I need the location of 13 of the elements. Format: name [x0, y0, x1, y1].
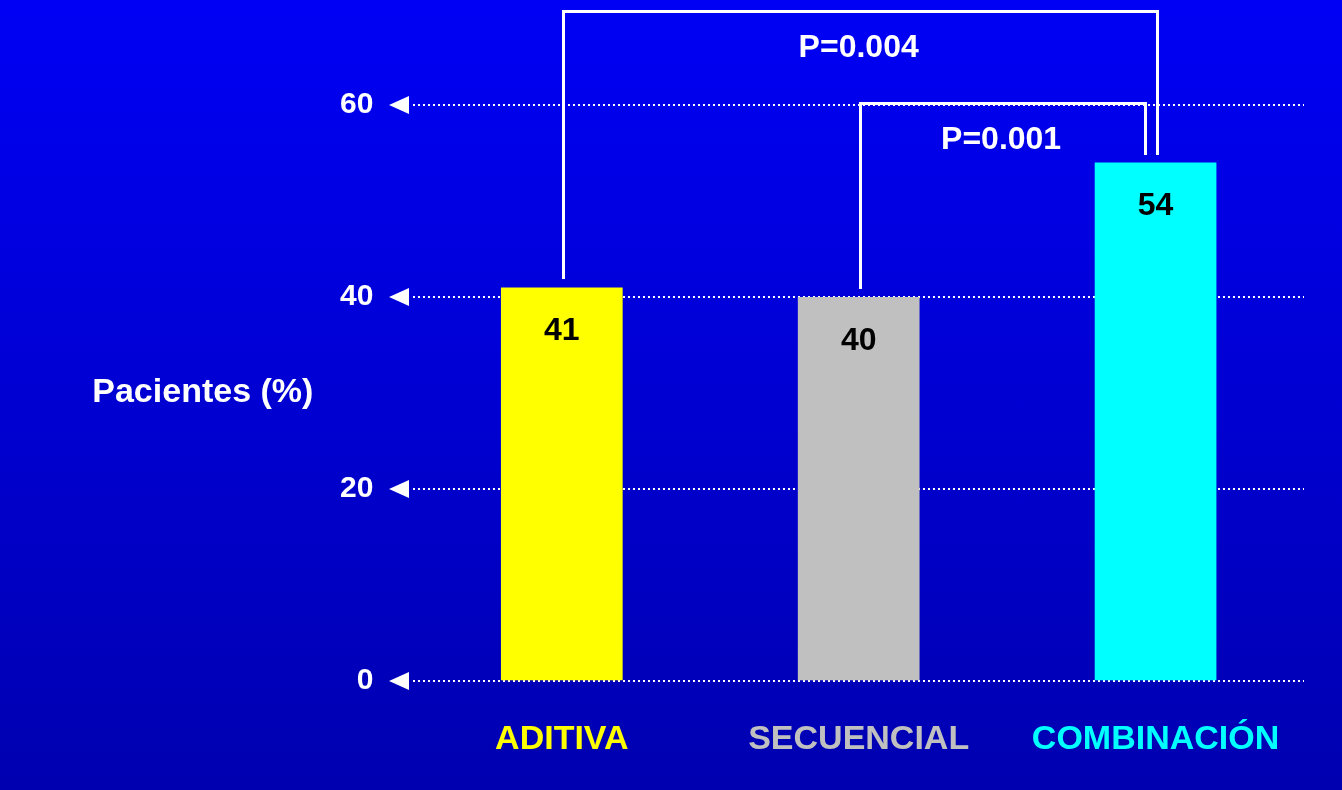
data-label: 54 — [1137, 186, 1174, 223]
y-axis-title: Pacientes (%) — [92, 371, 314, 410]
y-tick-label: 0 — [356, 662, 374, 696]
x-tick-label: COMBINACIÓN — [1031, 717, 1280, 756]
y-tick-label: 40 — [339, 278, 374, 312]
data-label: 40 — [840, 320, 877, 357]
x-tick-label: SECUENCIAL — [748, 717, 970, 756]
y-tick-label: 60 — [339, 86, 374, 120]
text: P=0.004 — [798, 28, 919, 65]
y-tick-label: 20 — [339, 470, 374, 504]
x-tick-label: ADITIVA — [495, 717, 629, 756]
data-label: 41 — [544, 311, 580, 348]
annotation: P=0.001 — [941, 120, 1062, 157]
